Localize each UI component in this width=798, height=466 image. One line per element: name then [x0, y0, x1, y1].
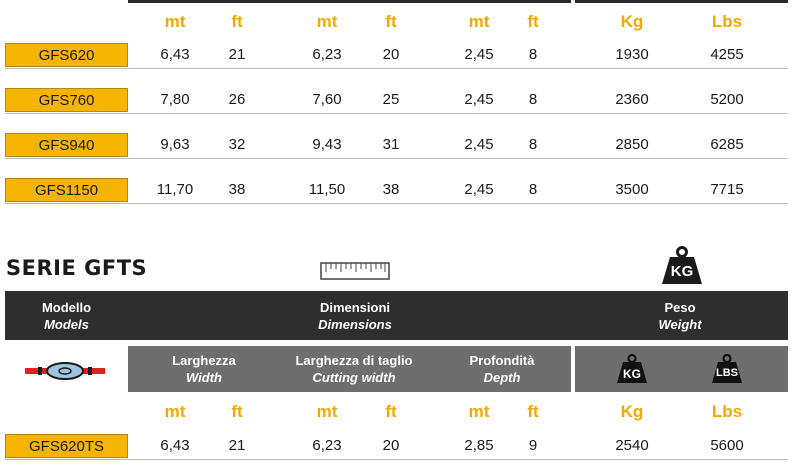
- cut-mt-value: 9,43: [312, 136, 342, 153]
- cut-ft-value: 25: [382, 91, 400, 108]
- width-mt-value: 6,43: [160, 437, 190, 454]
- subheader-cutting-width-en: Cutting width: [312, 370, 396, 385]
- depth-ft-value: 8: [528, 91, 538, 108]
- weight-lbs-value: 5200: [710, 91, 744, 108]
- unit-lbs: Lbs: [711, 402, 743, 421]
- header-models-en: Models: [44, 317, 89, 332]
- cut-mt-value: 6,23: [312, 46, 342, 63]
- depth-ft-value: 8: [528, 46, 538, 63]
- subheader-weight-bar: [575, 346, 788, 392]
- cut-mt-value: 6,23: [312, 437, 342, 454]
- row-divider: [5, 68, 788, 69]
- weight-kg-value: 2360: [615, 91, 649, 108]
- depth-mt-value: 2,45: [464, 46, 494, 63]
- unit-mt-width: mt: [164, 12, 186, 31]
- width-ft-value: 26: [228, 91, 246, 108]
- depth-ft-value: 8: [528, 181, 538, 198]
- depth-mt-value: 2,85: [464, 437, 494, 454]
- weight-icon-label: KG: [670, 263, 694, 280]
- header-dimensions-en: Dimensions: [318, 317, 392, 332]
- weight-kg-value: 3500: [615, 181, 649, 198]
- unit-mt-cut: mt: [316, 12, 338, 31]
- model-label: GFS1150: [5, 178, 128, 202]
- ruler-icon: [320, 262, 390, 280]
- row-divider: [5, 113, 788, 114]
- depth-mt-value: 2,45: [464, 181, 494, 198]
- cut-ft-value: 31: [382, 136, 400, 153]
- width-mt-value: 7,80: [160, 91, 190, 108]
- kg-weight-icon: KG: [615, 354, 649, 384]
- weight-lbs-value: 7715: [710, 181, 744, 198]
- weight-kg-value: 2540: [615, 437, 649, 454]
- header-models: Modello Models: [5, 299, 128, 333]
- row-divider: [5, 459, 788, 460]
- width-mt-value: 9,63: [160, 136, 190, 153]
- width-mt-value: 6,43: [160, 46, 190, 63]
- width-ft-value: 21: [228, 46, 246, 63]
- width-ft-value: 32: [228, 136, 246, 153]
- width-ft-value: 21: [228, 437, 246, 454]
- cut-ft-value: 38: [382, 181, 400, 198]
- lbs-weight-icon-label: LBS: [716, 367, 738, 379]
- header-weight-it: Peso: [664, 300, 696, 315]
- model-label: GFS620TS: [5, 434, 128, 458]
- unit-lbs: Lbs: [711, 12, 743, 31]
- model-label: GFS940: [5, 133, 128, 157]
- subheader-width: Larghezza Width: [144, 352, 264, 386]
- width-mt-value: 11,70: [156, 181, 194, 198]
- cut-mt-value: 7,60: [312, 91, 342, 108]
- unit-mt-depth: mt: [468, 402, 490, 421]
- unit-ft-cut: ft: [385, 402, 397, 421]
- weight-lbs-value: 6285: [710, 136, 744, 153]
- unit-kg: Kg: [620, 402, 644, 421]
- depth-mt-value: 2,45: [464, 91, 494, 108]
- top-band-dimensions: [128, 0, 571, 3]
- section-title: SERIE GFTS: [6, 256, 148, 280]
- unit-kg: Kg: [620, 12, 644, 31]
- subheader-width-en: Width: [186, 370, 222, 385]
- weight-icon: KG: [660, 246, 704, 286]
- subheader-depth-en: Depth: [483, 370, 521, 385]
- depth-mt-value: 2,45: [464, 136, 494, 153]
- weight-kg-value: 2850: [615, 136, 649, 153]
- header-bar: [5, 291, 788, 340]
- subheader-cutting-width: Larghezza di taglio Cutting width: [284, 352, 424, 386]
- mower-icon: [25, 362, 105, 380]
- model-label: GFS760: [5, 88, 128, 112]
- header-dimensions-it: Dimensioni: [319, 300, 391, 315]
- model-label: GFS620: [5, 43, 128, 67]
- unit-ft-width: ft: [231, 402, 243, 421]
- unit-mt-depth: mt: [468, 12, 490, 31]
- header-dimensions: Dimensioni Dimensions: [255, 299, 455, 333]
- width-ft-value: 38: [228, 181, 246, 198]
- cut-mt-value: 11,50: [308, 181, 346, 198]
- row-divider: [5, 158, 788, 159]
- weight-kg-value: 1930: [615, 46, 649, 63]
- depth-ft-value: 8: [528, 136, 538, 153]
- unit-mt-width: mt: [164, 402, 186, 421]
- subheader-depth-it: Profondità: [469, 353, 535, 368]
- top-band-weight: [575, 0, 788, 3]
- header-models-it: Modello: [41, 300, 92, 315]
- header-weight: Peso Weight: [620, 299, 740, 333]
- header-weight-en: Weight: [658, 317, 702, 332]
- weight-lbs-value: 5600: [710, 437, 744, 454]
- cut-ft-value: 20: [382, 46, 400, 63]
- unit-ft-depth: ft: [527, 12, 539, 31]
- subheader-cutting-width-it: Larghezza di taglio: [295, 353, 413, 368]
- unit-mt-cut: mt: [316, 402, 338, 421]
- depth-ft-value: 9: [528, 437, 538, 454]
- row-divider: [5, 203, 788, 204]
- unit-ft-width: ft: [231, 12, 243, 31]
- unit-ft-cut: ft: [385, 12, 397, 31]
- subheader-dimensions-bar: [128, 346, 571, 392]
- weight-lbs-value: 4255: [710, 46, 744, 63]
- cut-ft-value: 20: [382, 437, 400, 454]
- subheader-depth: Profondità Depth: [452, 352, 552, 386]
- kg-weight-icon-label: KG: [623, 367, 641, 381]
- unit-ft-depth: ft: [527, 402, 539, 421]
- subheader-width-it: Larghezza: [172, 353, 236, 368]
- lbs-weight-icon: LBS: [710, 354, 744, 384]
